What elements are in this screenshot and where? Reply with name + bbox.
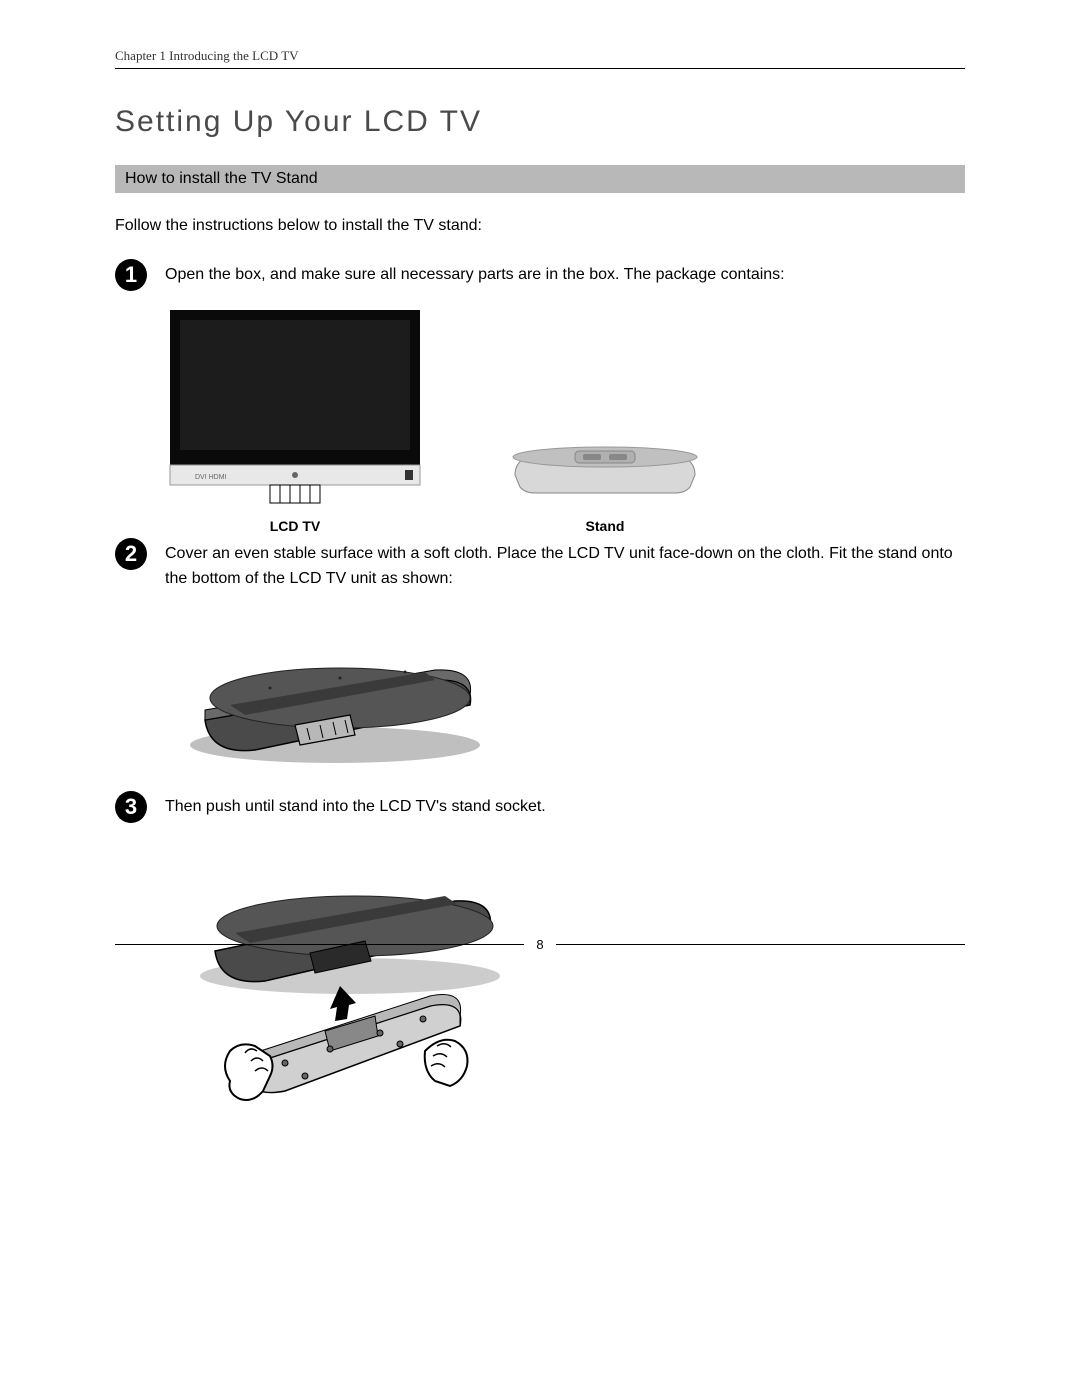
- footer-rule-right: [556, 944, 965, 945]
- step-2-figure: [175, 610, 965, 775]
- page-title: Setting Up Your LCD TV: [115, 105, 965, 139]
- header-rule: [115, 68, 965, 69]
- step-1-text: Open the box, and make sure all necessar…: [165, 263, 965, 288]
- step-number-icon: 3: [115, 791, 147, 823]
- package-contents-row: DVI HDMI LCD TV Stand: [165, 305, 965, 534]
- section-heading: How to install the TV Stand: [115, 165, 965, 193]
- footer-rule-left: [115, 944, 524, 945]
- page-footer: 8: [115, 937, 965, 952]
- chapter-header: Chapter 1 Introducing the LCD TV: [115, 48, 965, 64]
- svg-text:DVI HDMI: DVI HDMI: [195, 474, 227, 481]
- lcd-tv-figure: DVI HDMI LCD TV: [165, 305, 425, 534]
- intro-text: Follow the instructions below to install…: [115, 217, 965, 235]
- step-3: 3 Then push until stand into the LCD TV'…: [115, 795, 965, 823]
- stand-label: Stand: [505, 518, 705, 534]
- step-2-text: Cover an even stable surface with a soft…: [165, 542, 965, 592]
- stand-figure: Stand: [505, 435, 705, 534]
- step-3-figure: [175, 841, 965, 1126]
- step-2: 2 Cover an even stable surface with a so…: [115, 542, 965, 592]
- step-number-icon: 2: [115, 538, 147, 570]
- lcd-tv-icon: DVI HDMI: [165, 305, 425, 505]
- page-number: 8: [524, 937, 555, 952]
- step-3-text: Then push until stand into the LCD TV's …: [165, 795, 965, 820]
- push-stand-icon: [175, 841, 515, 1121]
- tv-facedown-icon: [175, 610, 495, 770]
- step-number-icon: 1: [115, 259, 147, 291]
- lcd-tv-label: LCD TV: [165, 518, 425, 534]
- step-1: 1 Open the box, and make sure all necess…: [115, 263, 965, 291]
- stand-icon: [505, 435, 705, 505]
